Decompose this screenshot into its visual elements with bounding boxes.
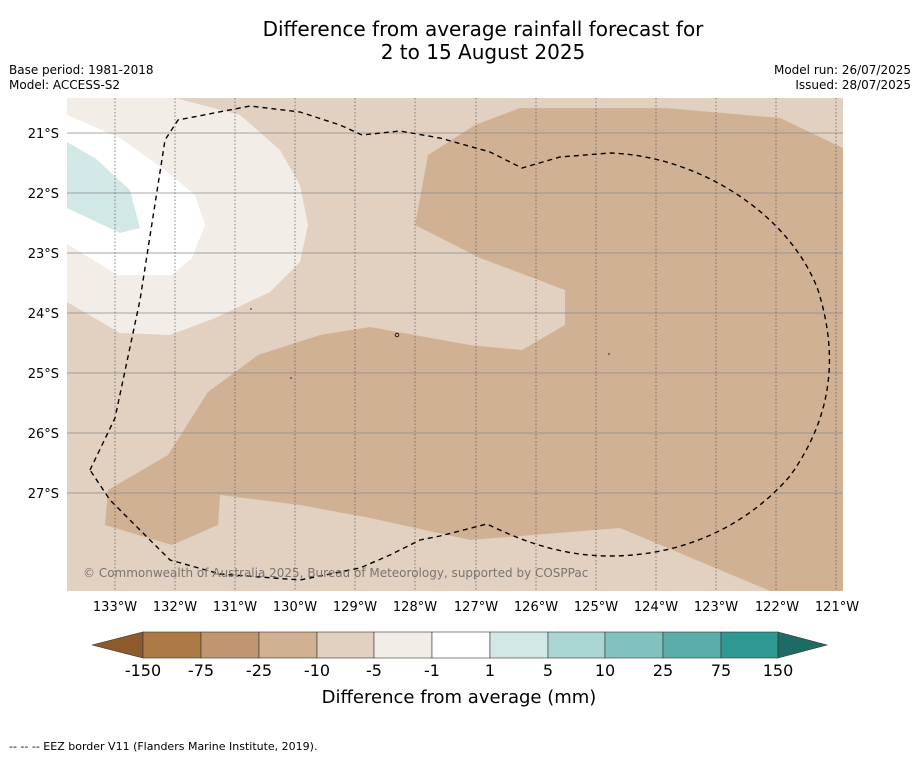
colorbar-tick-label: -75 [188, 661, 214, 680]
lat-label: 27°S [28, 487, 59, 502]
colorbar-segment [489, 631, 549, 659]
colorbar-extend-low [91, 631, 144, 659]
lat-label: 23°S [28, 247, 59, 262]
eez-border [89, 105, 831, 581]
model-name: Model: ACCESS-S2 [9, 78, 121, 92]
lat-label: 26°S [28, 427, 59, 442]
contour-m25-m10 [105, 108, 843, 591]
colorbar-tick-label: -1 [424, 661, 440, 680]
colorbar [91, 631, 829, 659]
colorbar-segment [431, 631, 491, 659]
lat-label: 25°S [28, 367, 59, 382]
colorbar-tick-label: -5 [366, 661, 382, 680]
base-period: Base period: 1981-2018 [9, 63, 154, 77]
map-title: Difference from average rainfall forecas… [0, 18, 919, 64]
colorbar-tick-label: 5 [543, 661, 553, 680]
colorbar-segment [200, 631, 260, 659]
lon-label: 125°W [574, 600, 618, 615]
lon-label: 129°W [333, 600, 377, 615]
lat-label: 21°S [28, 127, 59, 142]
contour-m1-1 [67, 115, 205, 275]
colorbar-tick-label: 1 [485, 661, 495, 680]
colorbar-tick-label: -150 [125, 661, 161, 680]
colorbar-extend-high [777, 631, 829, 659]
lon-label: 133°W [93, 600, 137, 615]
eez-footnote: -- -- -- EEZ border V11 (Flanders Marine… [9, 740, 318, 753]
colorbar-title: Difference from average (mm) [322, 687, 597, 708]
colorbar-segment [547, 631, 606, 659]
colorbar-segment [373, 631, 433, 659]
colorbar-tick-label: 10 [595, 661, 615, 680]
lon-label: 122°W [755, 600, 799, 615]
lon-label: 127°W [454, 600, 498, 615]
lon-label: 121°W [815, 600, 859, 615]
colorbar-ticks: -150 -75 -25 -10 -5 -1 1 5 10 25 75 150 [125, 661, 793, 680]
lat-label: 22°S [28, 187, 59, 202]
lon-label: 132°W [153, 600, 197, 615]
lon-label: 126°W [514, 600, 558, 615]
colorbar-tick-label: 75 [711, 661, 731, 680]
title-line-1: Difference from average rainfall forecas… [262, 17, 704, 41]
model-run: Model run: 26/07/2025 [773, 63, 911, 77]
colorbar-segment [720, 631, 779, 659]
colorbar-tick-label: -10 [304, 661, 330, 680]
colorbar-segment [604, 631, 664, 659]
lat-label: 24°S [28, 307, 59, 322]
colorbar-tick-label: 150 [763, 661, 794, 680]
copyright-text: © Commonwealth of Australia 2025, Bureau… [83, 566, 588, 580]
colorbar-segment [142, 631, 202, 659]
issued-date: Issued: 28/07/2025 [795, 78, 911, 92]
lon-label: 128°W [393, 600, 437, 615]
colorbar-tick-label: -25 [246, 661, 272, 680]
colorbar-segment [662, 631, 722, 659]
lon-label: 124°W [634, 600, 678, 615]
meta-left: Base period: 1981-2018 Model: ACCESS-S2 [9, 63, 154, 93]
latitude-labels: 21°S 22°S 23°S 24°S 25°S 26°S 27°S [28, 127, 59, 502]
longitude-labels: 133°W 132°W 131°W 130°W 129°W 128°W 127°… [93, 600, 859, 615]
lat-gridlines [67, 132, 843, 494]
lon-label: 130°W [273, 600, 317, 615]
colorbar-segment [316, 631, 375, 659]
islands [250, 308, 610, 379]
colorbar-tick-label: 25 [653, 661, 673, 680]
lon-label: 123°W [694, 600, 738, 615]
lon-gridlines [114, 98, 837, 591]
contour-1-5 [67, 142, 140, 233]
meta-right: Model run: 26/07/2025 Issued: 28/07/2025 [774, 63, 911, 93]
lon-label: 131°W [213, 600, 257, 615]
colorbar-segment [258, 631, 318, 659]
contour-fill [67, 98, 843, 591]
title-line-2: 2 to 15 August 2025 [380, 40, 586, 64]
